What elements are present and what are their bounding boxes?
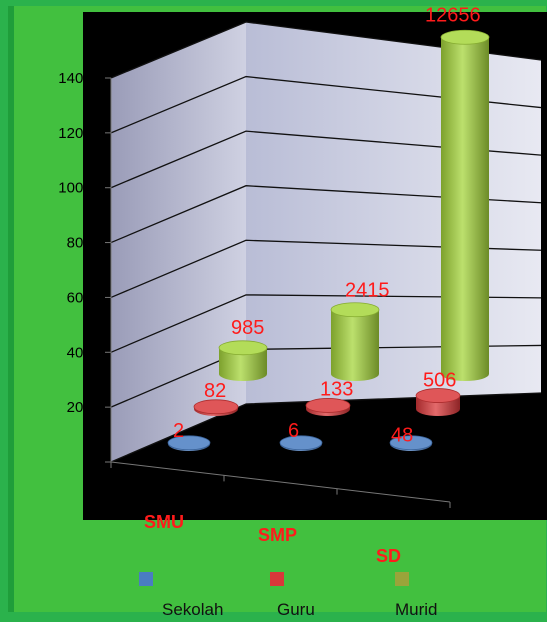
side-wall — [111, 22, 246, 462]
y-tick-label: 6000 — [67, 289, 100, 306]
y-tick-label: 12000 — [58, 125, 100, 142]
y-tick-label: 2000 — [67, 399, 100, 416]
cylinder-body — [219, 347, 267, 381]
data-label: 2415 — [345, 280, 390, 302]
y-tick-label: 8000 — [67, 235, 100, 252]
cylinder-top — [279, 435, 323, 451]
legend: Sekolah Guru Murid — [139, 572, 438, 619]
data-label: 985 — [231, 317, 264, 339]
cylinder — [167, 435, 211, 451]
cylinder-top — [330, 302, 380, 318]
legend-swatch — [270, 572, 284, 586]
y-tick-label: 10000 — [58, 180, 100, 197]
data-label: 6 — [288, 420, 299, 442]
cylinder-top — [193, 399, 239, 415]
back-wall — [246, 22, 541, 404]
x-axis-line — [110, 461, 451, 503]
y-tick-label: 14000 — [58, 70, 100, 87]
legend-swatch — [395, 572, 409, 586]
cylinder-body — [331, 309, 379, 381]
data-label: 133 — [320, 378, 353, 400]
y-axis: 0 2000 4000 6000 8000 10000 12000 14000 — [58, 70, 451, 508]
cylinder-top — [218, 340, 268, 356]
data-label: 2 — [173, 420, 184, 442]
chart-frame: 0 2000 4000 6000 8000 10000 12000 14000 985 2415… — [8, 6, 547, 619]
cylinder-top — [305, 398, 351, 413]
data-label: 82 — [204, 380, 226, 402]
category-label: SD — [376, 546, 401, 566]
cylinder-body — [416, 395, 460, 416]
legend-entry: Murid — [395, 600, 438, 619]
cylinder — [440, 29, 490, 382]
cylinder-body — [306, 405, 350, 416]
category-label: SMU — [144, 512, 184, 532]
data-label: 506 — [423, 370, 456, 392]
cylinder — [330, 302, 380, 381]
cylinder-top — [415, 388, 461, 403]
cylinder — [389, 435, 433, 451]
legend-swatch — [139, 572, 153, 586]
data-label: 12656 — [425, 6, 481, 26]
cylinder — [305, 398, 351, 416]
data-label: 48 — [391, 425, 413, 447]
data-labels: 985 2415 12656 82 133 506 2 6 48 — [173, 6, 481, 447]
legend-entry: Guru — [277, 600, 315, 619]
cylinder-body — [441, 37, 489, 382]
cylinder — [279, 435, 323, 451]
cylinder — [218, 340, 268, 381]
cylinder — [415, 388, 461, 416]
cylinder — [193, 399, 239, 416]
category-labels: SMU SMP SD — [144, 512, 401, 566]
chart-svg: 0 2000 4000 6000 8000 10000 12000 14000 985 2415… — [58, 6, 547, 619]
chart-floor — [111, 393, 541, 502]
cylinder-top — [167, 435, 211, 451]
y-tick-label: 4000 — [67, 344, 100, 361]
legend-entry: Sekolah — [162, 600, 223, 619]
cylinder-top — [440, 29, 490, 45]
cylinder-body — [194, 406, 238, 416]
cylinders — [167, 29, 490, 451]
y-tick-label: 0 — [92, 454, 100, 471]
category-label: SMP — [258, 525, 297, 545]
cylinder-top — [389, 435, 433, 451]
